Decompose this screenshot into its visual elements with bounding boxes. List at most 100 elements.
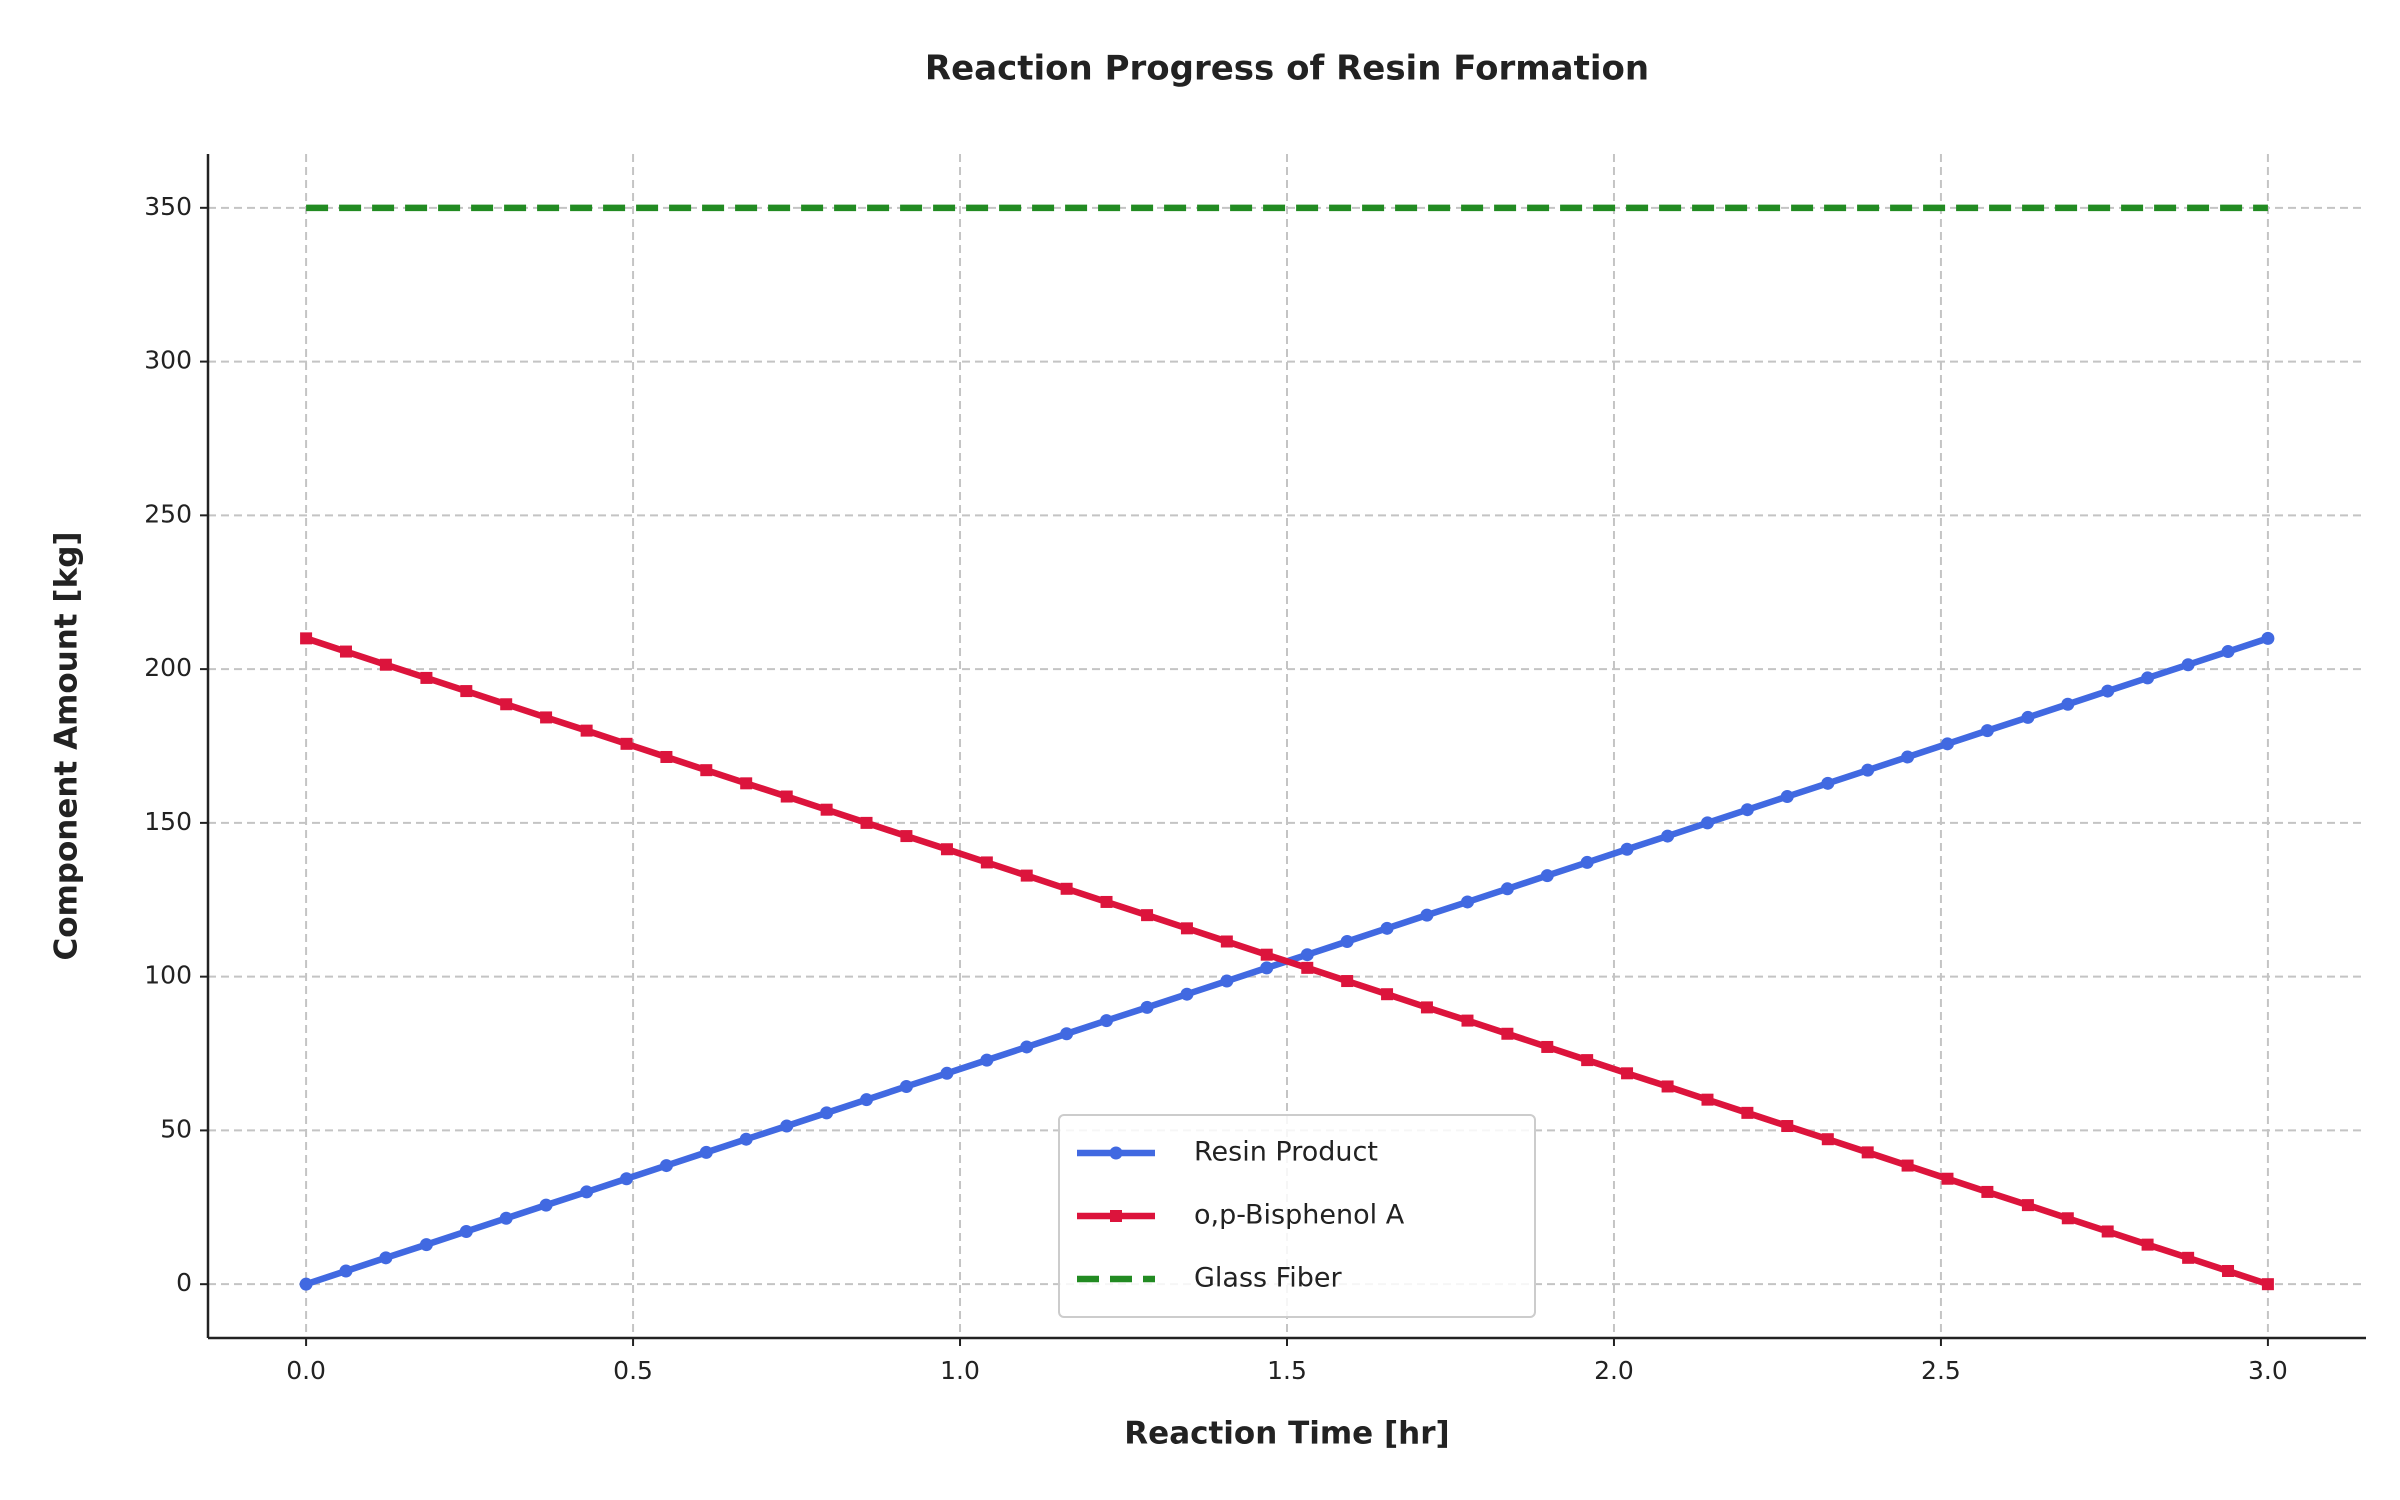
point [780, 790, 793, 803]
point [1980, 724, 1994, 738]
point [2101, 684, 2115, 698]
point [1700, 816, 1714, 830]
point [700, 764, 713, 777]
point [1741, 1106, 1754, 1119]
y-tick-label: 100 [144, 961, 192, 990]
point [2141, 671, 2155, 685]
point [2101, 1225, 2114, 1238]
point [2261, 1278, 2274, 1291]
legend-label: Resin Product [1194, 1137, 1378, 1168]
point [1620, 842, 1634, 856]
point [1901, 1159, 1914, 1172]
y-tick-label: 300 [144, 346, 192, 375]
point [1821, 776, 1835, 790]
legend: Resin Product o,p-Bisphenol A Glass Fiber [1058, 1114, 1536, 1318]
point [620, 737, 633, 750]
x-tick-label: 0.5 [613, 1356, 653, 1385]
y-tick-label: 250 [144, 499, 192, 528]
point [1141, 909, 1154, 922]
legend-marker [1110, 1210, 1122, 1222]
point [1661, 1080, 1674, 1093]
point [1901, 750, 1915, 764]
x-tick-label: 1.5 [1267, 1356, 1307, 1385]
point [2021, 710, 2035, 724]
point [2261, 631, 2275, 645]
point [379, 1251, 393, 1265]
point [1300, 948, 1314, 962]
point [1861, 763, 1875, 777]
point [1220, 974, 1234, 988]
point [1420, 1001, 1433, 1014]
point [2182, 1251, 2195, 1264]
point [940, 1066, 954, 1080]
series-line [305, 635, 2269, 1288]
point [1020, 869, 1033, 882]
point [1100, 1014, 1114, 1028]
point [2061, 1212, 2074, 1225]
point [1500, 882, 1514, 896]
point [1380, 921, 1394, 935]
point [980, 856, 993, 869]
point [1301, 961, 1314, 974]
point [1340, 934, 1354, 948]
point [1341, 975, 1354, 988]
point [740, 777, 753, 790]
point [1381, 988, 1394, 1001]
y-tick-label: 150 [144, 807, 192, 836]
point [739, 1132, 753, 1146]
point [1701, 1093, 1714, 1106]
point [1780, 790, 1794, 804]
point [2221, 645, 2235, 659]
point [620, 1172, 634, 1186]
point [1981, 1185, 1994, 1198]
point [980, 1053, 994, 1067]
point [659, 1159, 673, 1173]
point [499, 1211, 513, 1225]
x-tick-label: 2.0 [1594, 1356, 1634, 1385]
point [2061, 697, 2075, 711]
point [1220, 935, 1233, 948]
point [2181, 658, 2195, 672]
point [1180, 987, 1194, 1001]
point [860, 816, 873, 829]
point [1060, 1027, 1074, 1041]
point [660, 750, 673, 763]
point [899, 1079, 913, 1093]
point [459, 1224, 473, 1238]
point [1621, 1067, 1634, 1080]
x-tick-label: 2.5 [1921, 1356, 1961, 1385]
legend-marker [1109, 1146, 1123, 1160]
point [1740, 803, 1754, 817]
point [820, 1106, 834, 1120]
y-tick-label: 200 [144, 653, 192, 682]
point [699, 1145, 713, 1159]
point [1180, 922, 1193, 935]
point [1580, 855, 1594, 869]
legend-label: o,p-Bisphenol A [1194, 1200, 1405, 1231]
point [1861, 1146, 1874, 1159]
point [1661, 829, 1675, 843]
point [1581, 1054, 1594, 1067]
y-axis-label: Component Amount [kg] [49, 531, 85, 960]
point [1260, 948, 1273, 961]
point [2021, 1199, 2034, 1212]
x-tick-label: 0.0 [286, 1356, 326, 1385]
point [1781, 1120, 1794, 1133]
point [2222, 1264, 2235, 1277]
point [339, 1264, 353, 1278]
point [1100, 895, 1113, 908]
point [1140, 1000, 1154, 1014]
point [540, 711, 553, 724]
chart-title: Reaction Progress of Resin Formation [925, 49, 1649, 89]
point [339, 645, 352, 658]
point [860, 1093, 874, 1107]
point [1941, 1172, 1954, 1185]
x-axis-label: Reaction Time [hr] [1124, 1416, 1449, 1452]
point [1501, 1027, 1514, 1040]
legend-label: Glass Fiber [1194, 1263, 1343, 1294]
point [580, 1185, 594, 1199]
y-tick-label: 350 [144, 192, 192, 221]
point [460, 685, 473, 698]
point [820, 803, 833, 816]
